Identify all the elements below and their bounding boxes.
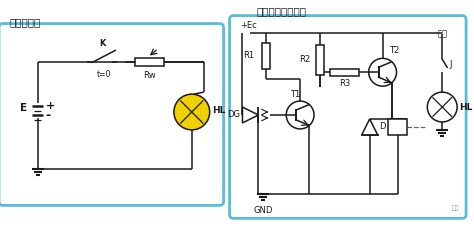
Text: +Ec: +Ec: [240, 20, 257, 30]
Text: +: +: [46, 101, 55, 111]
Bar: [388, 119, 408, 135]
Text: R1: R1: [243, 51, 255, 60]
Text: GND: GND: [254, 206, 273, 215]
Text: HL: HL: [212, 106, 225, 115]
Text: 火线: 火线: [437, 30, 447, 39]
Bar: [262, 43, 270, 69]
Text: DG: DG: [228, 111, 240, 119]
Text: R3: R3: [339, 79, 350, 88]
Text: J: J: [449, 60, 452, 69]
Text: D: D: [380, 122, 386, 131]
Text: K: K: [99, 39, 106, 48]
Text: R2: R2: [299, 55, 310, 64]
Text: t=0: t=0: [97, 70, 111, 79]
Text: 知乎: 知乎: [452, 206, 459, 211]
FancyBboxPatch shape: [0, 24, 224, 205]
FancyBboxPatch shape: [229, 16, 466, 218]
Text: Rw: Rw: [143, 71, 156, 80]
Text: E: E: [20, 103, 27, 113]
Text: HL: HL: [459, 103, 473, 111]
Polygon shape: [243, 107, 258, 123]
Text: T2: T2: [389, 46, 399, 55]
Circle shape: [369, 58, 397, 86]
Text: 简单电路图: 简单电路图: [10, 18, 41, 28]
Text: 光控照明灯电路图: 光控照明灯电路图: [256, 6, 306, 16]
Circle shape: [428, 92, 457, 122]
Text: T1: T1: [290, 90, 300, 99]
Bar: [330, 69, 359, 76]
Text: -: -: [46, 109, 51, 122]
Bar: [135, 58, 164, 66]
Circle shape: [286, 101, 314, 129]
Bar: [316, 45, 324, 75]
Polygon shape: [362, 119, 378, 135]
Circle shape: [174, 94, 210, 130]
Text: J: J: [396, 122, 399, 132]
